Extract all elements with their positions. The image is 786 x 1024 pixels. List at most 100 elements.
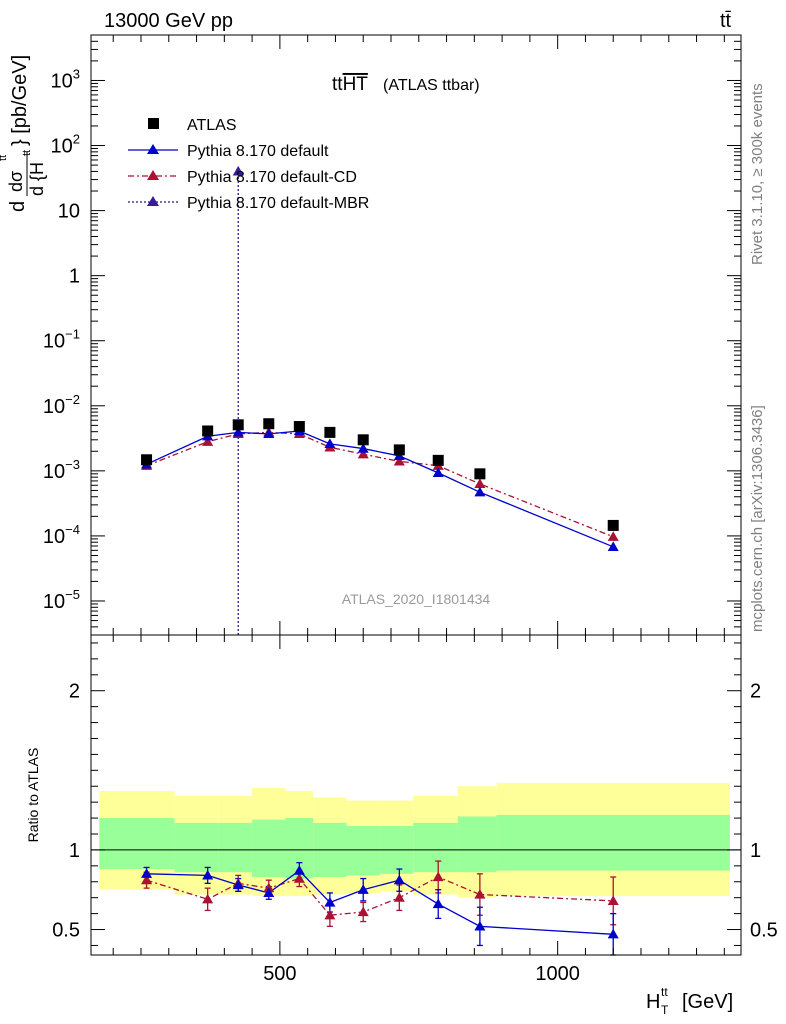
point-default-mbr: [232, 165, 244, 176]
ratio-band-inner: [346, 826, 380, 876]
ratio-band-inner: [496, 814, 730, 871]
point-default-cd: [202, 436, 214, 446]
point-default-cd: [607, 531, 619, 541]
ratio-x-ticks: 500 1000: [112, 635, 725, 985]
main-y-tick-label: 10−2: [43, 392, 80, 418]
ratio-point-default: [324, 896, 336, 907]
point-default-cd: [393, 455, 405, 466]
main-y-tick-label: 1: [69, 266, 80, 288]
ratio-bands: [91, 783, 741, 898]
point-atlas: [202, 425, 214, 437]
x-label-base: H: [646, 991, 660, 1013]
point-default: [232, 426, 244, 437]
point-atlas: [141, 454, 153, 466]
ratio-panel: 0.5 0.5 1 1 2 2 500 1000 Ratio to ATLAS H T tt…: [25, 634, 778, 1017]
ratio-point-default: [357, 884, 369, 894]
x-label-sub: T: [661, 1003, 669, 1017]
ratio-point-default: [141, 868, 153, 878]
ratio-line-default-cd: [146, 876, 614, 916]
y-label-denominator-sup: tt: [21, 150, 33, 156]
ratio-point-default-cd: [432, 871, 444, 882]
legend: ATLAS Pythia 8.170 default Pythia 8.170 …: [128, 117, 369, 212]
point-default: [357, 443, 369, 453]
legend-label-default-cd: Pythia 8.170 default-CD: [187, 169, 357, 186]
main-plot-title: ttHT: [332, 74, 368, 95]
point-default: [474, 486, 486, 497]
x-label-unit: [GeV]: [682, 991, 733, 1013]
ratio-point-default: [432, 898, 444, 909]
mcplots-label: mcplots.cern.ch [arXiv:1306.3436]: [749, 405, 766, 632]
legend-marker-default-cd: [147, 170, 159, 180]
ratio-point-default: [202, 869, 214, 880]
point-atlas: [607, 519, 619, 531]
ratio-point-default-cd: [607, 895, 619, 905]
ratio-point-default-cd: [202, 893, 214, 904]
point-default-cd: [474, 478, 486, 489]
analysis-watermark: ATLAS_2020_I1801434: [342, 591, 491, 607]
ratio-point-default: [393, 874, 405, 885]
point-default: [324, 438, 336, 448]
point-atlas: [393, 444, 405, 456]
legend-marker-atlas: [148, 118, 159, 129]
main-y-tick-label: 102: [51, 132, 80, 158]
ratio-band-inner: [218, 822, 253, 873]
main-y-axis-label: d dσ tt d {H tt } [pb/GeV]: [0, 55, 47, 212]
point-atlas: [474, 468, 486, 480]
main-marks: [141, 165, 619, 635]
ratio-point-default-cd: [324, 909, 336, 920]
ratio-point-default-cd: [393, 892, 405, 902]
point-atlas: [324, 426, 336, 438]
legend-marker-default-mbr: [147, 196, 159, 206]
ratio-y-tick-label-right: 0.5: [750, 920, 778, 942]
x-axis-label: H T tt [GeV]: [646, 985, 733, 1017]
y-label-d: d: [7, 201, 29, 212]
ratio-point-default-cd: [293, 873, 305, 883]
main-y-tick-label: 10−1: [43, 327, 80, 353]
point-default: [607, 541, 619, 551]
legend-marker-default: [147, 144, 159, 154]
y-label-denominator: d {H: [27, 162, 47, 196]
point-default-cd: [357, 448, 369, 459]
x-tick-label: 1000: [535, 963, 580, 985]
y-label-numerator-sup: tt: [0, 155, 9, 161]
ratio-y-tick-label: 1: [69, 840, 80, 862]
ratio-point-default-cd: [474, 889, 486, 899]
main-y-tick-label: 103: [51, 66, 80, 92]
rivet-label: Rivet 3.1.10, ≥ 300k events: [749, 83, 766, 265]
ratio-y-tick-label-right: 2: [750, 681, 761, 703]
y-label-unit: } [pb/GeV]: [9, 55, 31, 146]
point-default: [432, 467, 444, 478]
main-y-tick-label: 10−4: [43, 522, 80, 548]
ratio-y-ticks: 0.5 0.5 1 1 2 2: [52, 642, 778, 946]
main-y-tick-label: 10−3: [43, 457, 80, 483]
x-label-sup: tt: [661, 985, 668, 999]
title-main: tt: [332, 74, 343, 95]
ratio-band-inner: [174, 822, 219, 873]
legend-label-default: Pythia 8.170 default: [187, 143, 329, 160]
ratio-marks: [141, 860, 619, 956]
ratio-point-default: [474, 920, 486, 931]
legend-label-default-mbr: Pythia 8.170 default-MBR: [187, 195, 369, 212]
ratio-point-default: [263, 887, 275, 898]
ratio-band-inner: [252, 819, 286, 877]
ratio-point-default: [232, 879, 244, 890]
ratio-point-default-cd: [141, 874, 153, 885]
point-default: [263, 428, 275, 439]
ratio-point-default: [293, 865, 305, 875]
ratio-point-default: [607, 928, 619, 939]
point-atlas: [432, 454, 444, 466]
ratio-y-axis-label: Ratio to ATLAS: [25, 748, 41, 843]
legend-label-atlas: ATLAS: [187, 117, 237, 134]
point-atlas: [263, 418, 275, 430]
main-plot-title-suffix: (ATLAS ttbar): [383, 77, 480, 94]
main-y-tick-label: 10: [58, 201, 80, 223]
title-overlined: HT: [343, 74, 369, 95]
x-tick-label: 500: [263, 963, 296, 985]
point-atlas: [357, 434, 369, 446]
main-y-tick-label: 10−5: [43, 587, 80, 613]
ratio-band-inner: [457, 816, 497, 873]
ratio-band-inner: [99, 818, 175, 870]
ratio-y-tick-label-right: 1: [750, 840, 761, 862]
